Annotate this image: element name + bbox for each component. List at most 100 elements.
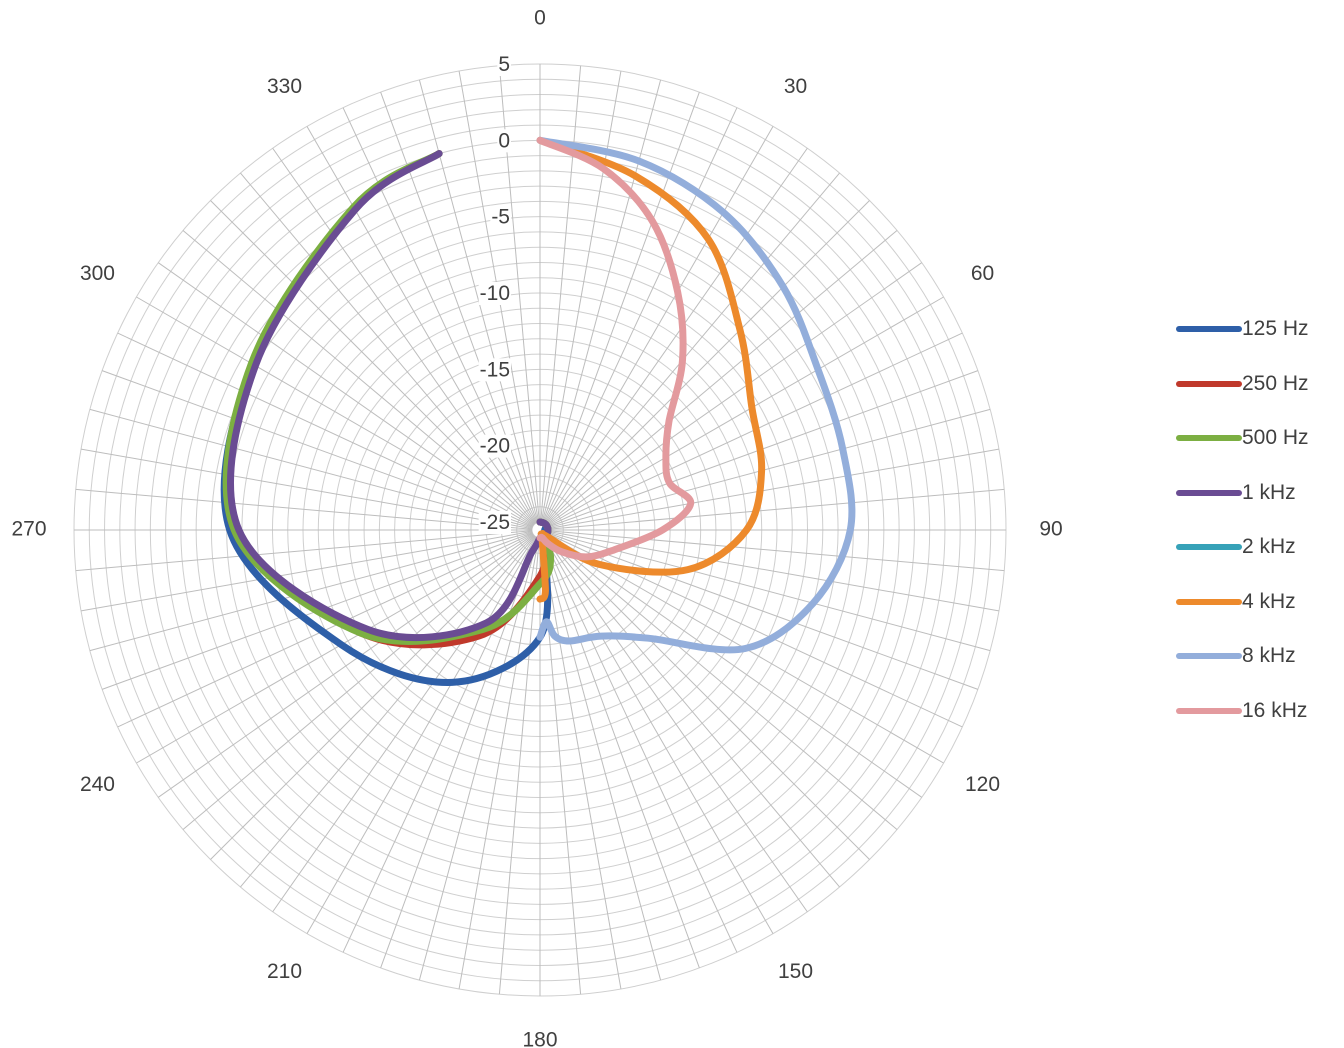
grid-spoke: [547, 488, 1005, 530]
grid-spoke: [136, 296, 534, 527]
grid-spoke: [240, 535, 536, 888]
grid-spoke: [544, 147, 808, 524]
grid-spoke: [89, 408, 533, 529]
grid-spoke: [543, 126, 774, 524]
radial-tick-label-bg: [478, 358, 511, 382]
legend-swatch: [1176, 544, 1242, 550]
legend-swatch: [1176, 326, 1242, 332]
grid-spoke: [542, 537, 700, 969]
series-line-16-khz: [536, 136, 695, 561]
radial-tick-label: 5: [498, 53, 510, 76]
grid-spoke: [547, 531, 991, 652]
grid-spoke: [545, 534, 898, 830]
legend-item: 125 Hz: [1176, 316, 1309, 342]
angle-tick-label: 240: [80, 773, 115, 796]
legend-label: 4 kHz: [1242, 589, 1296, 613]
radial-tick-label: 0: [498, 129, 510, 152]
grid-spoke: [546, 296, 944, 527]
grid-spoke: [182, 230, 535, 526]
grid-spoke: [544, 172, 840, 525]
angle-tick-label: 90: [1039, 518, 1062, 541]
grid-spoke: [546, 262, 923, 526]
legend-label: 500 Hz: [1242, 426, 1309, 449]
grid-spoke: [380, 537, 538, 969]
grid-spoke: [458, 537, 540, 990]
grid-spoke: [545, 535, 870, 860]
legend-label: 2 kHz: [1242, 535, 1296, 558]
radial-tick-label-bg: [478, 511, 511, 534]
grid-spoke: [89, 531, 533, 652]
radial-tick-label-bg: [497, 129, 511, 153]
legend-swatch: [1176, 435, 1242, 441]
angle-tick-label: 180: [522, 1029, 557, 1048]
grid-spoke: [540, 70, 622, 523]
grid-spoke: [210, 535, 535, 860]
grid-spoke: [542, 91, 700, 523]
grid-spoke: [157, 534, 534, 798]
angle-tick-label: 270: [11, 518, 46, 541]
grid-spoke: [75, 488, 533, 530]
grid-spoke: [542, 537, 738, 953]
grid-spoke: [210, 200, 535, 525]
grid-spoke: [306, 126, 537, 524]
angle-tick-label: 30: [784, 75, 807, 98]
grid-spoke: [380, 91, 538, 523]
grid-spoke: [272, 536, 536, 913]
grid-spoke: [101, 370, 533, 528]
legend-item: 1 kHz: [1176, 480, 1296, 506]
radial-tick-label-bg: [478, 434, 511, 458]
grid-spoke: [545, 200, 870, 525]
series-line-1-khz: [227, 150, 552, 641]
legend-item: 4 kHz: [1176, 589, 1296, 615]
grid-spoke: [547, 532, 979, 690]
legend-swatch: [1176, 380, 1242, 387]
grid-spoke: [240, 172, 536, 525]
grid-spoke: [543, 536, 774, 934]
legend-label: 125 Hz: [1242, 317, 1309, 340]
grid-spoke: [540, 537, 622, 990]
grid-spoke: [541, 79, 662, 523]
grid-spoke: [547, 530, 1005, 572]
grid-spoke: [544, 535, 840, 888]
legend-swatch: [1176, 598, 1242, 605]
legend-swatch: [1176, 707, 1242, 714]
grid-spoke: [547, 448, 1000, 530]
radial-tick-label: -10: [480, 282, 510, 305]
grid-spoke: [136, 533, 534, 764]
radial-tick-label-bg: [478, 282, 511, 305]
angle-tick-label: 210: [267, 960, 302, 983]
legend-label: 1 kHz: [1242, 480, 1296, 504]
radial-axis-labels: 5 0 -5 -10 -15 -20 -25: [478, 53, 511, 534]
angular-axis-labels: 0 30 60 90 120 150 180 210 240 270 300 330: [11, 7, 1062, 1048]
grid-spoke: [540, 65, 582, 523]
legend-label: 8 kHz: [1242, 644, 1296, 667]
angle-tick-label: 60: [971, 262, 994, 285]
grid-spoke: [542, 107, 738, 523]
grid-spoke: [547, 408, 991, 529]
grid-spoke: [498, 537, 540, 995]
grid-spoke: [541, 537, 662, 981]
grid-spoke: [306, 536, 537, 934]
angle-tick-label: 0: [534, 7, 546, 30]
grid-spoke: [547, 532, 963, 728]
grid-spoke: [342, 107, 538, 523]
angle-tick-label: 330: [267, 75, 302, 98]
grid-spoke: [117, 332, 533, 528]
series-line-4-khz: [536, 136, 766, 603]
radial-tick-label: -5: [491, 206, 510, 229]
grid-spoke: [182, 534, 535, 830]
radial-tick-label-bg: [497, 53, 511, 76]
grid-spoke: [545, 230, 898, 526]
legend-item: 250 Hz: [1176, 371, 1309, 397]
legend-item: 8 kHz: [1176, 643, 1296, 669]
grid-spoke: [80, 448, 533, 530]
legend-item: 16 kHz: [1176, 698, 1307, 724]
grid-spoke: [546, 534, 923, 798]
radial-tick-label: -15: [480, 358, 510, 381]
grid-spoke: [544, 536, 808, 913]
legend-item: 2 kHz: [1176, 534, 1296, 560]
legend-swatch: [1176, 653, 1242, 659]
series-lines: [220, 136, 856, 686]
series-line-8-khz: [536, 136, 856, 654]
